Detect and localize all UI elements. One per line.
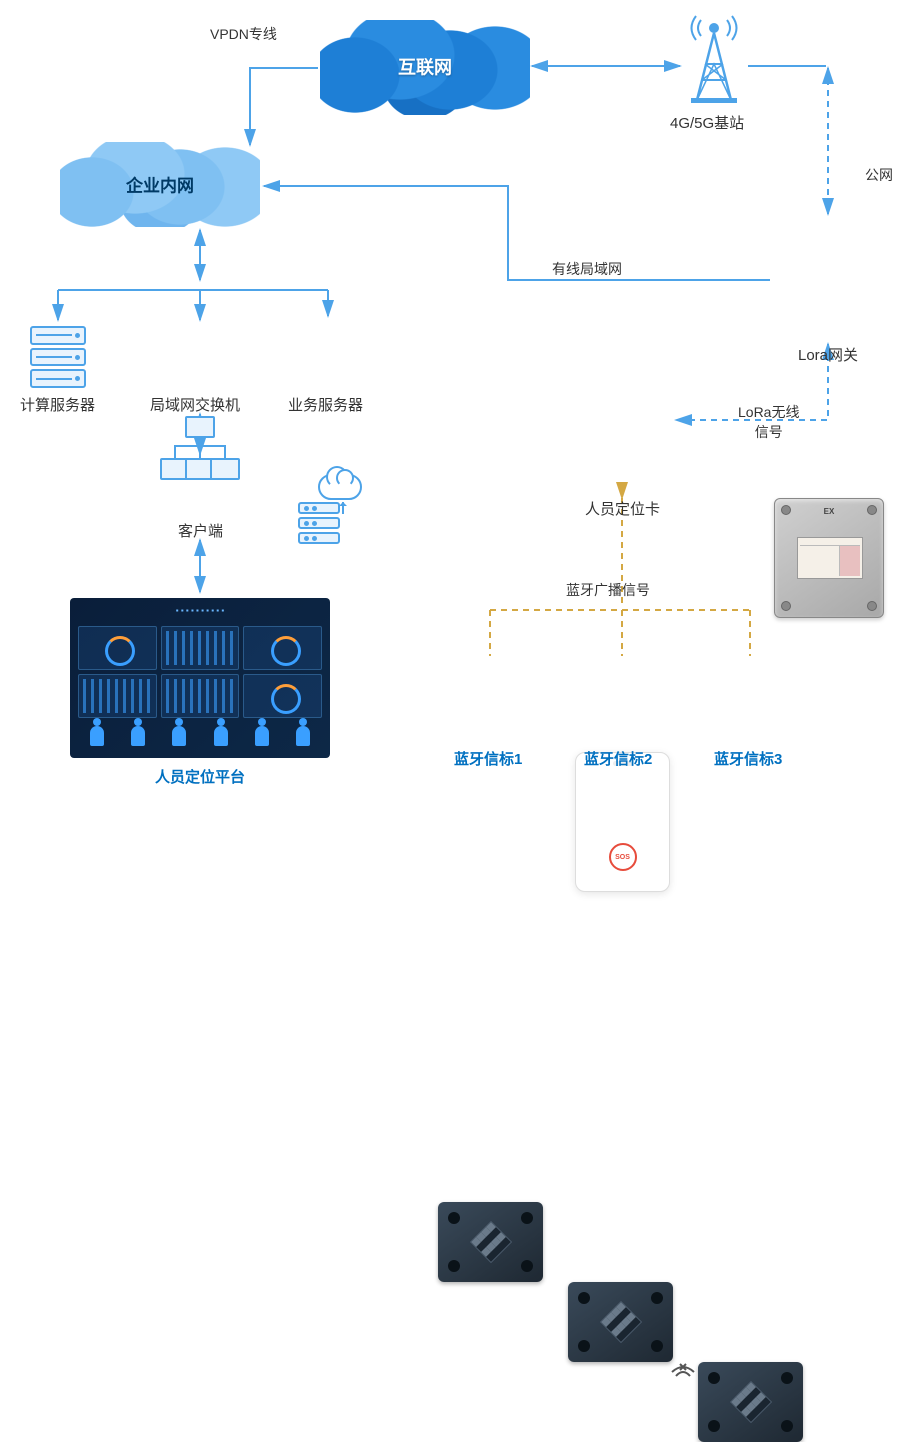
calc-server-label: 计算服务器 — [20, 394, 95, 415]
calc-server-icon — [30, 326, 86, 388]
positioning-card-icon: SOS — [575, 752, 670, 892]
beacon-1-icon — [438, 1202, 543, 1282]
cell-tower-icon — [685, 14, 743, 104]
lora-signal-edge-label: LoRa无线 信号 — [738, 402, 799, 442]
tower-label: 4G/5G基站 — [670, 112, 744, 133]
biz-server-icon — [298, 474, 362, 544]
dashboard-screenshot: ▪ ▪ ▪ ▪ ▪ ▪ ▪ ▪ ▪ ▪ — [70, 598, 330, 758]
lan-switch-label: 局域网交换机 — [150, 394, 240, 415]
biz-server-label: 业务服务器 — [288, 394, 363, 415]
bluetooth-signal-icon — [668, 1356, 698, 1380]
sos-button-icon: SOS — [609, 843, 637, 871]
lan-switch-icon — [160, 416, 240, 480]
dashboard-label: 人员定位平台 — [155, 766, 245, 787]
intranet-label: 企业内网 — [126, 171, 194, 196]
public-net-edge-label: 公网 — [865, 165, 893, 185]
beacon-1-label: 蓝牙信标1 — [454, 748, 522, 769]
bt-signal-edge-label: 蓝牙广播信号 — [566, 580, 650, 600]
beacon-2-icon — [568, 1282, 673, 1362]
lora-gateway-icon: EX — [774, 498, 884, 618]
client-label: 客户端 — [178, 520, 223, 541]
wired-lan-edge-label: 有线局域网 — [552, 259, 622, 279]
internet-label: 互联网 — [398, 53, 452, 79]
beacon-2-label: 蓝牙信标2 — [584, 748, 652, 769]
beacon-3-icon — [698, 1362, 803, 1442]
beacon-3-label: 蓝牙信标3 — [714, 748, 782, 769]
intranet-cloud: 企业内网 — [60, 142, 260, 227]
poscard-label: 人员定位卡 — [585, 498, 660, 519]
vpdn-edge-label: VPDN专线 — [210, 24, 277, 44]
internet-cloud: 互联网 — [320, 20, 530, 115]
gateway-label: Lora网关 — [798, 344, 858, 365]
